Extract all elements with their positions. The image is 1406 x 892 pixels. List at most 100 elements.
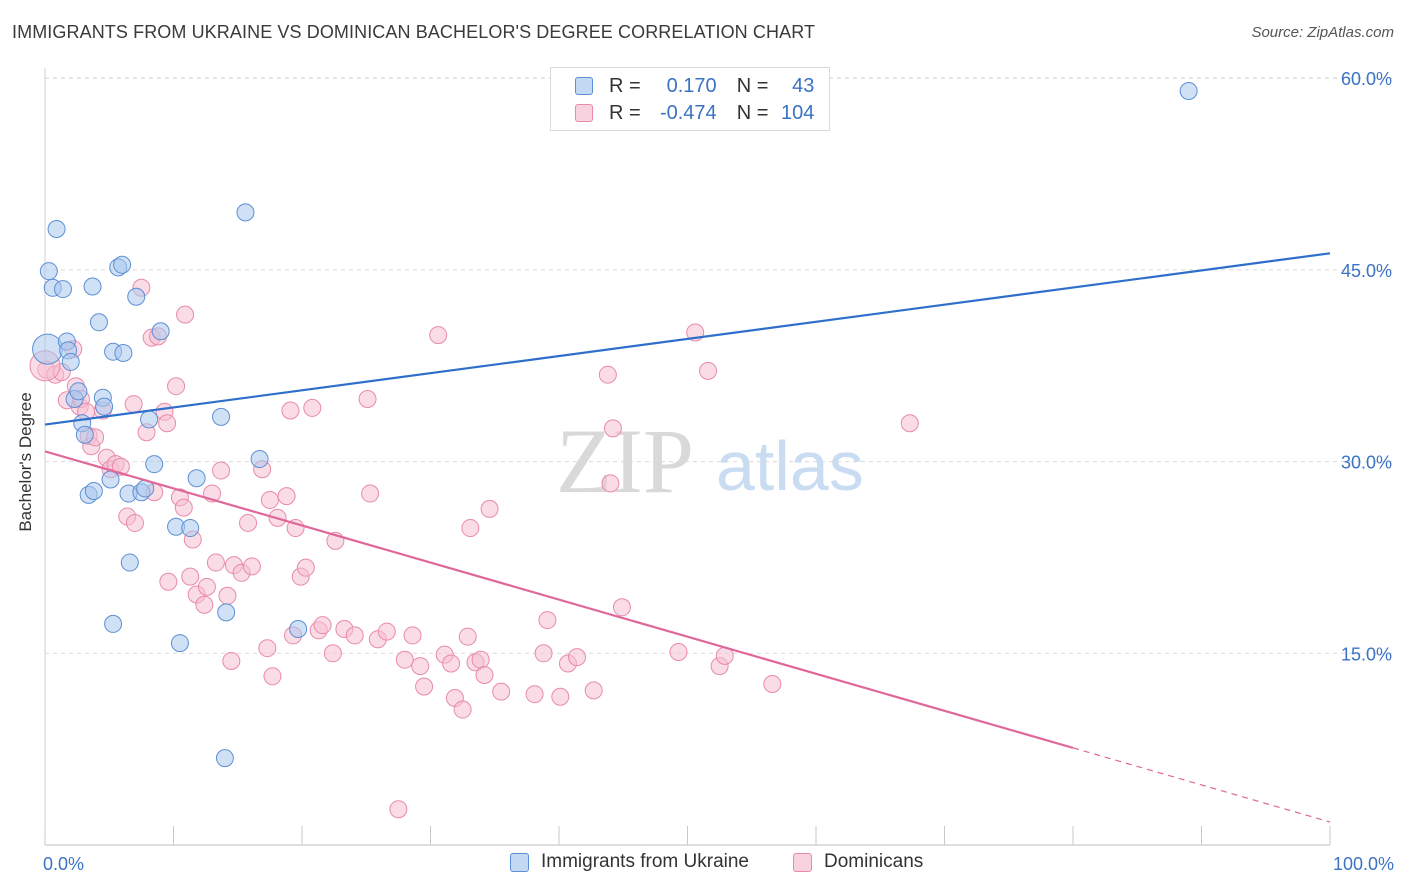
dominican-point	[480, 499, 499, 518]
dominican-point	[598, 365, 617, 384]
ukraine-point	[217, 603, 236, 622]
dominican-point	[159, 572, 178, 591]
ukraine-point	[212, 407, 231, 426]
dominican-point	[195, 595, 214, 614]
ukraine-point	[84, 481, 103, 500]
ukraine-point	[53, 280, 72, 299]
ukraine-point	[170, 634, 189, 653]
dominican-legend-swatch	[793, 852, 812, 872]
dominican-point	[763, 674, 782, 693]
legend-r-value-ukraine: 0.170	[666, 74, 717, 97]
ukraine-point	[101, 470, 120, 489]
legend-r-value-dominican: -0.474	[659, 101, 717, 124]
ukraine-point	[289, 620, 308, 639]
x-tick-label: 100.0%	[1333, 854, 1394, 874]
ukraine-point	[127, 287, 146, 306]
ukraine-point	[187, 469, 206, 488]
dominican-point	[453, 700, 472, 719]
dominican-point	[458, 627, 477, 646]
ukraine-point	[140, 410, 159, 429]
legend-item-ukraine: Immigrants from Ukraine	[510, 851, 749, 873]
dominican-point	[389, 800, 408, 819]
dominican-point	[551, 687, 570, 706]
dominican-point	[429, 326, 448, 345]
dominican-point	[361, 484, 380, 503]
dominican-point	[212, 461, 231, 480]
dominican-point	[538, 611, 557, 630]
ukraine-point	[250, 450, 269, 469]
dominican-point	[124, 395, 143, 414]
ukraine-point	[1179, 81, 1198, 100]
ukraine-legend-swatch	[510, 852, 529, 872]
ukraine-point	[32, 333, 64, 365]
legend-row-ukraine: R = 0.170 N = 43	[575, 73, 814, 99]
dominican-point	[239, 513, 258, 532]
dominican-point	[181, 567, 200, 586]
legend-n-label: N =	[736, 101, 769, 124]
ukraine-point	[236, 203, 255, 222]
legend-item-dominican: Dominicans	[793, 851, 923, 873]
watermark-layer: ZIP atlas	[556, 410, 864, 512]
dominican-point	[358, 389, 377, 408]
dominican-point	[206, 553, 225, 572]
legend-row-dominican: R = -0.474 N = 104	[575, 100, 814, 126]
dominican-point	[277, 487, 296, 506]
dominican-trend-line	[44, 450, 1074, 749]
ukraine-swatch	[575, 77, 593, 95]
dominican-point	[313, 616, 332, 635]
dominican-point	[167, 377, 186, 396]
dominican-point	[242, 557, 261, 576]
ukraine-points	[32, 81, 1198, 768]
dominican-point	[323, 644, 342, 663]
dominican-point	[411, 657, 430, 676]
dominican-point	[900, 414, 919, 433]
dominican-swatch	[575, 104, 593, 122]
dominican-point	[281, 401, 300, 420]
dominican-point	[442, 654, 461, 673]
dominican-point	[403, 626, 422, 645]
ukraine-point	[113, 255, 132, 274]
legend-label-ukraine: Immigrants from Ukraine	[541, 851, 749, 872]
ukraine-point	[145, 455, 164, 474]
x-tick-label: 0.0%	[43, 854, 84, 874]
dominican-point	[345, 626, 364, 645]
watermark-zip: ZIP	[556, 410, 694, 512]
dominican-point	[263, 667, 282, 686]
ukraine-point	[39, 262, 58, 281]
ukraine-point	[104, 614, 123, 633]
ukraine-point	[75, 425, 94, 444]
dominican-trend-extension	[1072, 747, 1331, 823]
dominican-point	[603, 419, 622, 438]
dominican-point	[303, 398, 322, 417]
dominican-point	[471, 650, 490, 669]
legend-n-value-ukraine: 43	[792, 74, 815, 97]
watermark-atlas: atlas	[716, 427, 864, 505]
dominican-point	[669, 643, 688, 662]
ukraine-point	[47, 220, 66, 239]
dominican-point	[415, 677, 434, 696]
ukraine-point	[61, 352, 80, 371]
dominican-point	[296, 558, 315, 577]
dominican-point	[222, 651, 241, 670]
legend-r-label: R =	[609, 101, 641, 124]
dominican-point	[699, 361, 718, 380]
dominican-point	[475, 666, 494, 685]
dominican-point	[584, 681, 603, 700]
ukraine-point	[181, 519, 200, 538]
stats-legend: R = 0.170 N = 43 R = -0.474 N = 104	[550, 67, 830, 131]
y-tick-label: 15.0%	[1341, 644, 1392, 664]
y-axis-label: Bachelor's Degree	[16, 392, 35, 532]
legend-n-label: N =	[736, 74, 769, 97]
ukraine-point	[89, 313, 108, 332]
dominican-point	[492, 682, 511, 701]
axis-layer	[44, 68, 1331, 846]
dominican-point	[125, 513, 144, 532]
dominican-point	[176, 305, 195, 324]
y-tick-label: 60.0%	[1341, 69, 1392, 89]
dominican-point	[258, 639, 277, 658]
dominican-point	[174, 498, 193, 517]
dominican-point	[260, 490, 279, 509]
source-credit: Source: ZipAtlas.com	[1251, 24, 1394, 41]
legend-label-dominican: Dominicans	[824, 851, 924, 872]
